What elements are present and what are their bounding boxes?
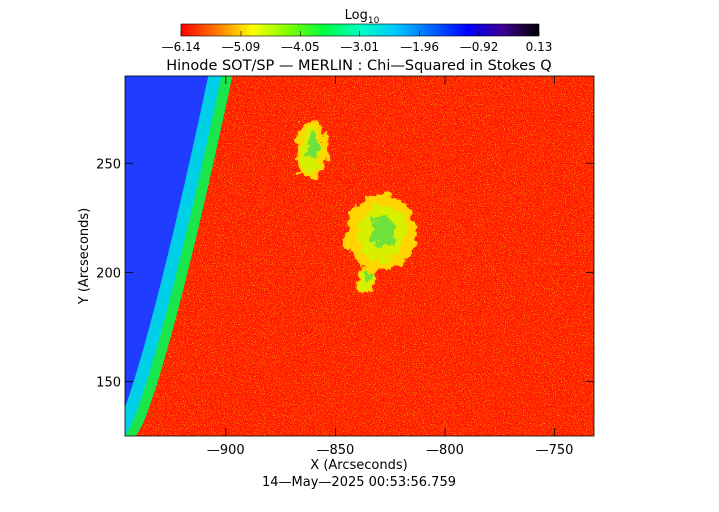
chart-title: Hinode SOT/SP — MERLIN : Chi—Squared in … xyxy=(166,58,551,74)
colorbar-tick-label: —1.96 xyxy=(400,40,439,54)
colorbar: Log10 —6.14 —5.09 —4.05 —3.01 —1.96 —0.92 0.13 xyxy=(162,8,553,54)
x-tick-label: —800 xyxy=(426,443,464,458)
colorbar-ticks: —6.14 —5.09 —4.05 —3.01 —1.96 —0.92 0.13 xyxy=(162,31,553,54)
colorbar-tick-label: —4.05 xyxy=(281,40,320,54)
y-tick-label: 250 xyxy=(96,157,121,172)
active-region-core xyxy=(364,273,372,284)
colorbar-tick-label: 0.13 xyxy=(526,40,553,54)
x-tick-label: —900 xyxy=(207,443,245,458)
active-region-core xyxy=(307,135,320,160)
timestamp: 14—May—2025 00:53:56.759 xyxy=(262,475,456,490)
active-regions xyxy=(295,119,417,294)
colorbar-label: Log10 xyxy=(345,8,380,26)
off-limb-region xyxy=(125,76,209,436)
active-region-core xyxy=(370,214,397,246)
y-tick-label: 200 xyxy=(96,266,121,281)
plot-frame xyxy=(124,75,595,437)
colorbar-label-sub: 10 xyxy=(368,16,380,26)
y-axis-label: Y (Arcseconds) xyxy=(77,208,92,305)
x-axis-label: X (Arcseconds) xyxy=(310,458,407,473)
x-tick-label: —850 xyxy=(316,443,354,458)
y-tick-label: 150 xyxy=(96,375,121,390)
plot-image xyxy=(125,76,594,436)
x-axis: —900 —850 —800 —750 xyxy=(207,76,574,458)
colorbar-label-base: Log xyxy=(345,8,368,23)
x-tick-label: —750 xyxy=(536,443,574,458)
y-axis: 150 200 250 xyxy=(96,157,594,390)
colorbar-tick-label: —5.09 xyxy=(222,40,261,54)
colorbar-tick-label: —0.92 xyxy=(460,40,499,54)
colorbar-tick-label: —3.01 xyxy=(340,40,379,54)
colorbar-tick-label: —6.14 xyxy=(162,40,201,54)
